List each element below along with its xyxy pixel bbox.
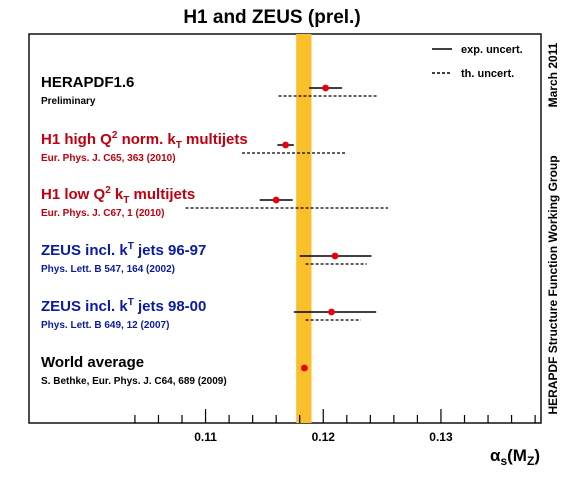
measurement-reference: Preliminary bbox=[41, 96, 96, 107]
x-axis-label: αs(MZ) bbox=[490, 446, 540, 468]
measurement-name: HERAPDF1.6 bbox=[41, 74, 134, 91]
data-point bbox=[322, 84, 330, 92]
x-tick-label: 0.11 bbox=[194, 430, 217, 444]
x-tick-label: 0.13 bbox=[429, 430, 453, 444]
measurement-reference: Eur. Phys. J. C67, 1 (2010) bbox=[41, 208, 164, 219]
world-average-band bbox=[296, 34, 312, 423]
measurement-reference: S. Bethke, Eur. Phys. J. C64, 689 (2009) bbox=[41, 376, 227, 387]
measurement-name: H1 low Q2 kT multijets bbox=[41, 185, 195, 206]
measurement-1 bbox=[242, 141, 346, 154]
measurement-2 bbox=[185, 196, 388, 209]
data-point bbox=[282, 141, 289, 149]
measurement-reference: Phys. Lett. B 547, 164 (2002) bbox=[41, 264, 175, 275]
data-point bbox=[301, 364, 308, 372]
measurement-4 bbox=[293, 308, 377, 321]
legend-th-label: th. uncert. bbox=[461, 68, 514, 80]
measurement-5 bbox=[301, 364, 308, 372]
measurement-3 bbox=[299, 252, 372, 265]
measurement-reference: Phys. Lett. B 649, 12 (2007) bbox=[41, 320, 169, 331]
x-axis: 0.11 0.12 0.13 bbox=[134, 409, 536, 444]
side-text-group: HERAPDF Structure Function Working Group bbox=[546, 155, 560, 414]
measurement-reference: Eur. Phys. J. C65, 363 (2010) bbox=[41, 153, 176, 164]
chart-title: H1 and ZEUS (prel.) bbox=[183, 7, 360, 28]
side-text-date: March 2011 bbox=[546, 42, 560, 107]
measurement-labels: HERAPDF1.6 Preliminary H1 high Q2 norm. kT… bbox=[41, 74, 248, 387]
data-point bbox=[272, 196, 280, 204]
x-tick-label: 0.12 bbox=[312, 430, 336, 444]
measurement-name: ZEUS incl. kT jets 98-00 bbox=[41, 297, 206, 315]
measurement-name: H1 high Q2 norm. kT multijets bbox=[41, 130, 248, 151]
legend-exp-label: exp. uncert. bbox=[461, 44, 523, 56]
measurements bbox=[185, 84, 388, 372]
legend: exp. uncert. th. uncert. bbox=[432, 44, 523, 80]
plot-frame bbox=[28, 33, 542, 424]
measurement-0 bbox=[278, 84, 379, 97]
data-point bbox=[328, 308, 335, 316]
measurement-name: World average bbox=[41, 354, 144, 371]
measurement-name: ZEUS incl. kT jets 96-97 bbox=[41, 241, 206, 259]
data-point bbox=[331, 252, 339, 260]
